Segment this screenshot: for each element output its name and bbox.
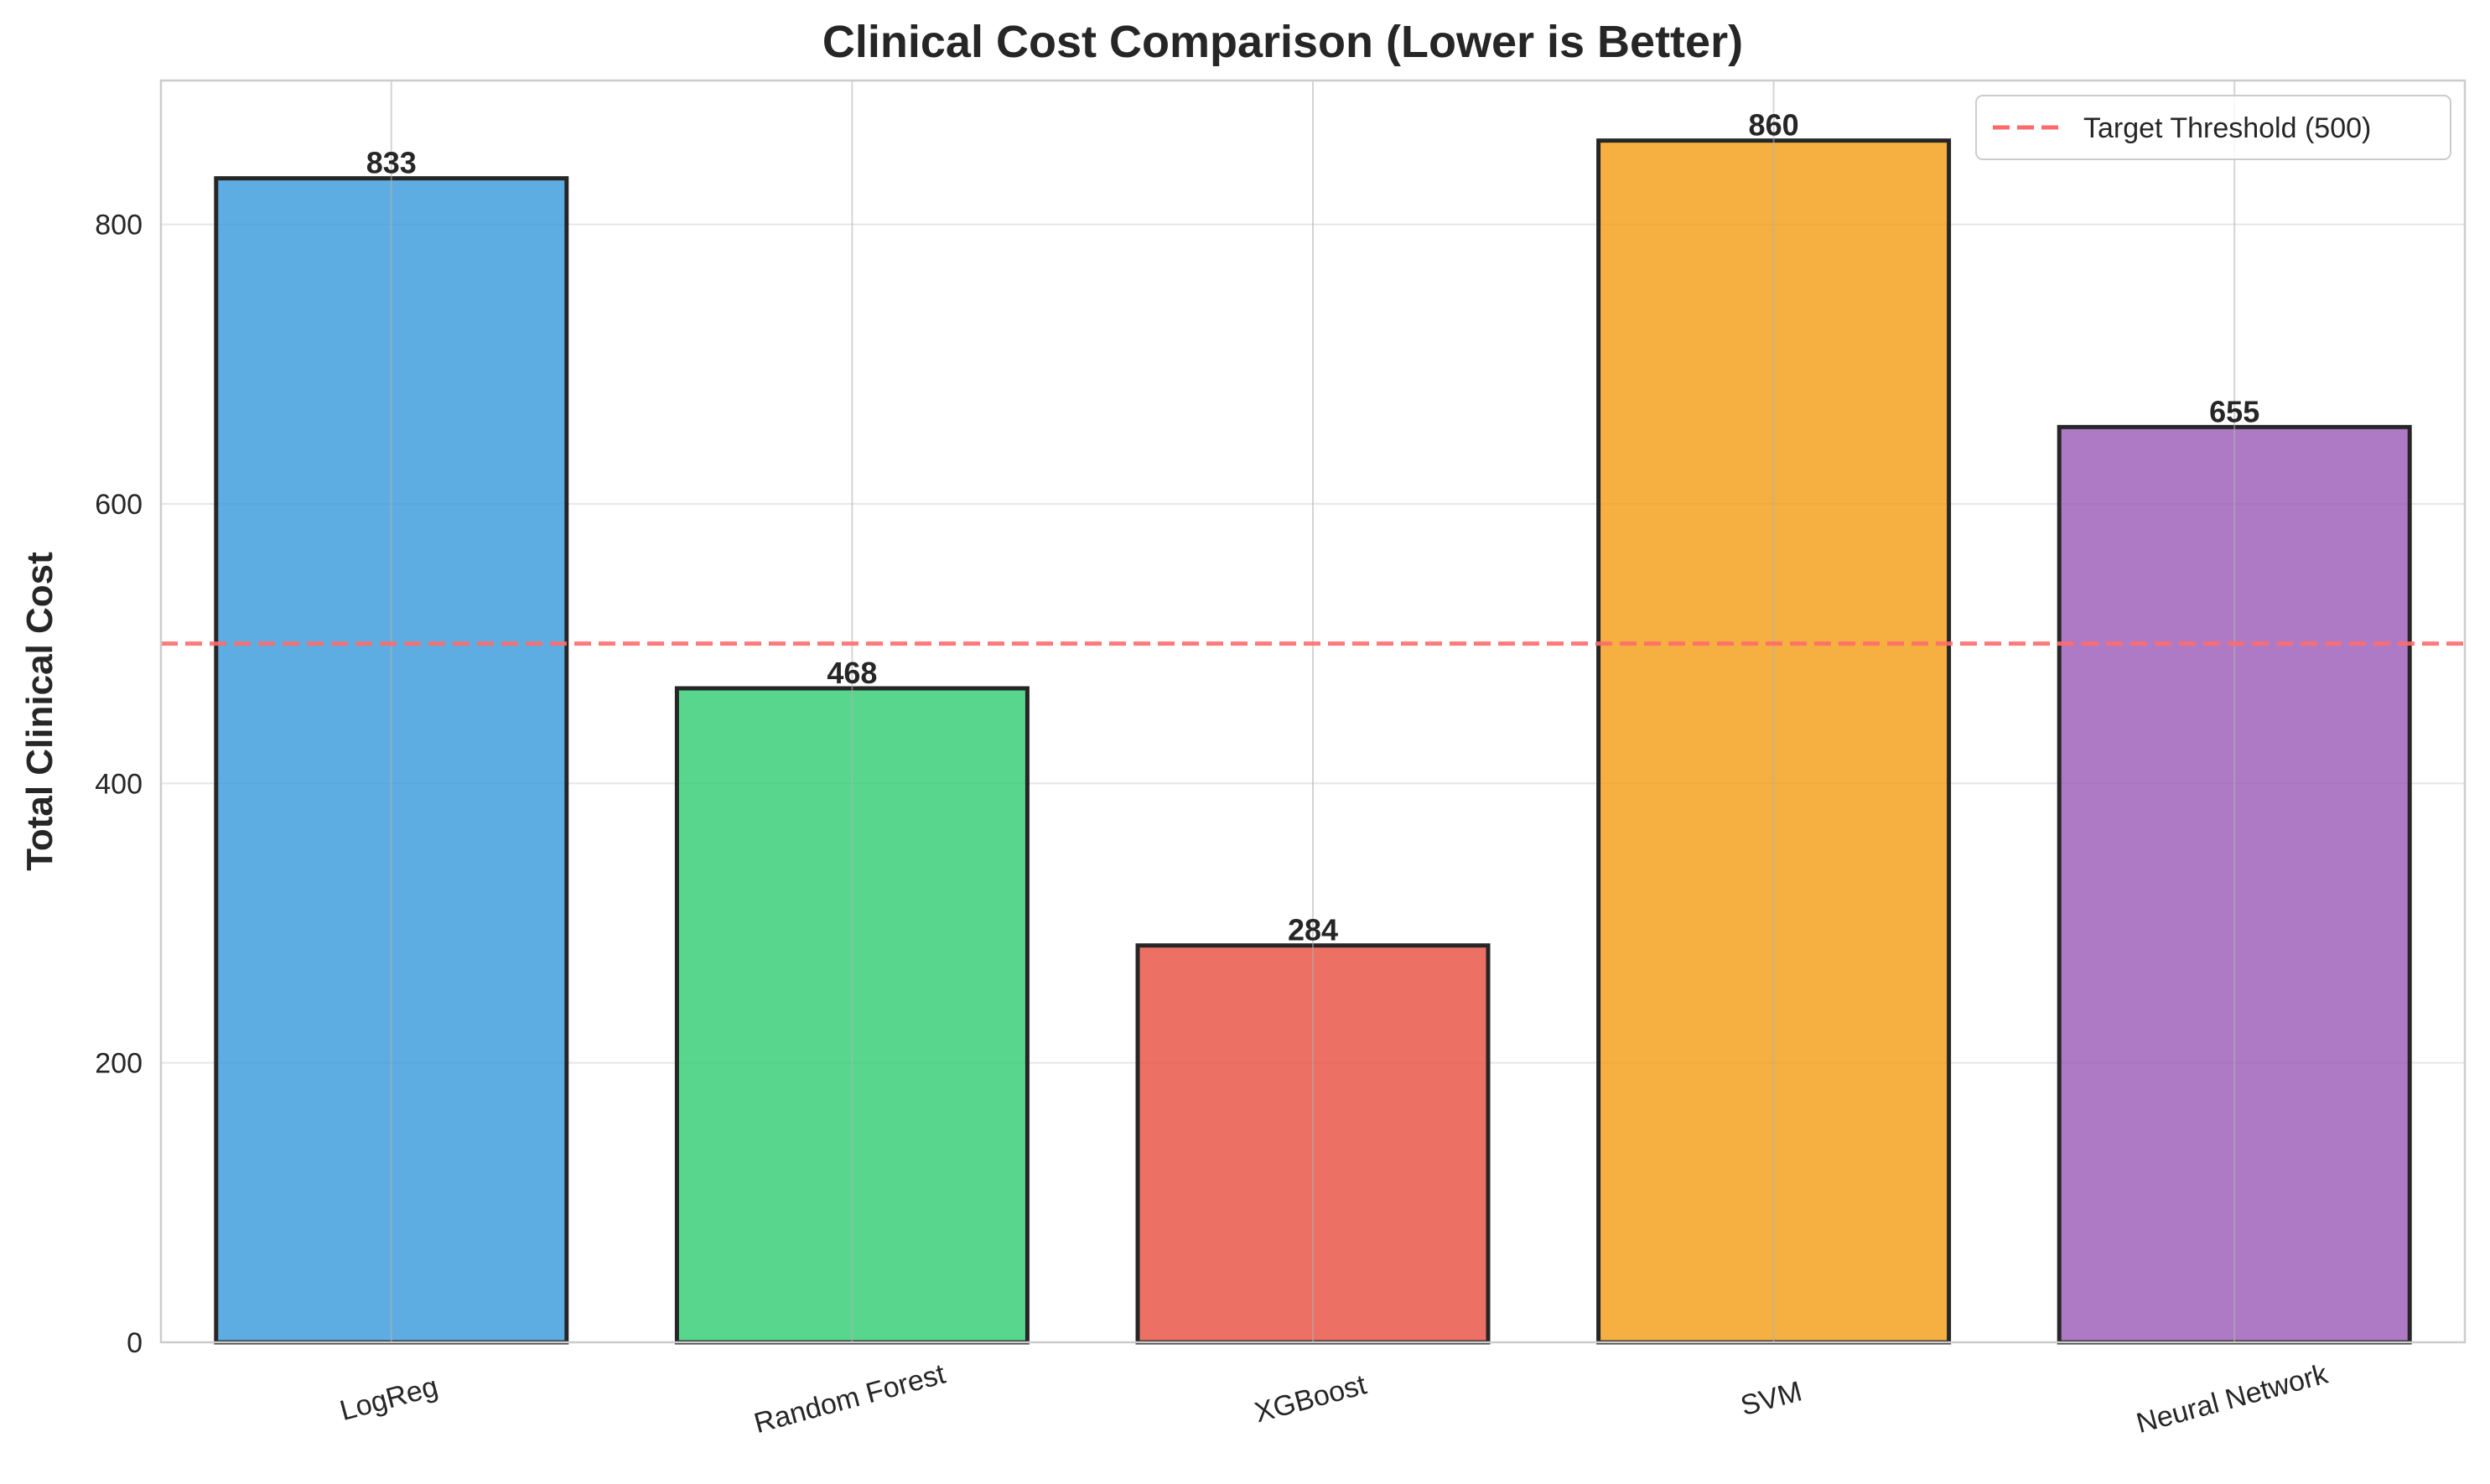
y-axis-label: Total Clinical Cost [19, 552, 60, 871]
value-label: 468 [827, 656, 877, 690]
plot-border [159, 79, 2467, 1344]
y-axis-ticks: 0 200 400 600 800 [95, 210, 143, 1359]
chart-title: Clinical Cost Comparison (Lower is Bette… [822, 17, 1743, 67]
y-tick-label: 400 [95, 768, 143, 800]
value-label: 833 [366, 146, 417, 180]
value-label: 655 [2209, 394, 2259, 428]
legend-box [1975, 95, 2451, 160]
y-tick-label: 200 [95, 1048, 143, 1080]
value-label: 284 [1288, 913, 1338, 947]
legend-label-threshold: Target Threshold (500) [2083, 112, 2371, 144]
value-labels: 833 468 284 860 655 [366, 108, 2259, 947]
legend: Target Threshold (500) [1975, 95, 2451, 160]
value-label: 860 [1749, 108, 1799, 143]
plot-area: 833 468 284 860 655 [159, 79, 2467, 1345]
vertical-grid-lines [390, 80, 2236, 1342]
y-tick-label: 0 [127, 1327, 143, 1359]
y-tick-label: 800 [95, 210, 143, 241]
y-tick-label: 600 [95, 489, 143, 521]
